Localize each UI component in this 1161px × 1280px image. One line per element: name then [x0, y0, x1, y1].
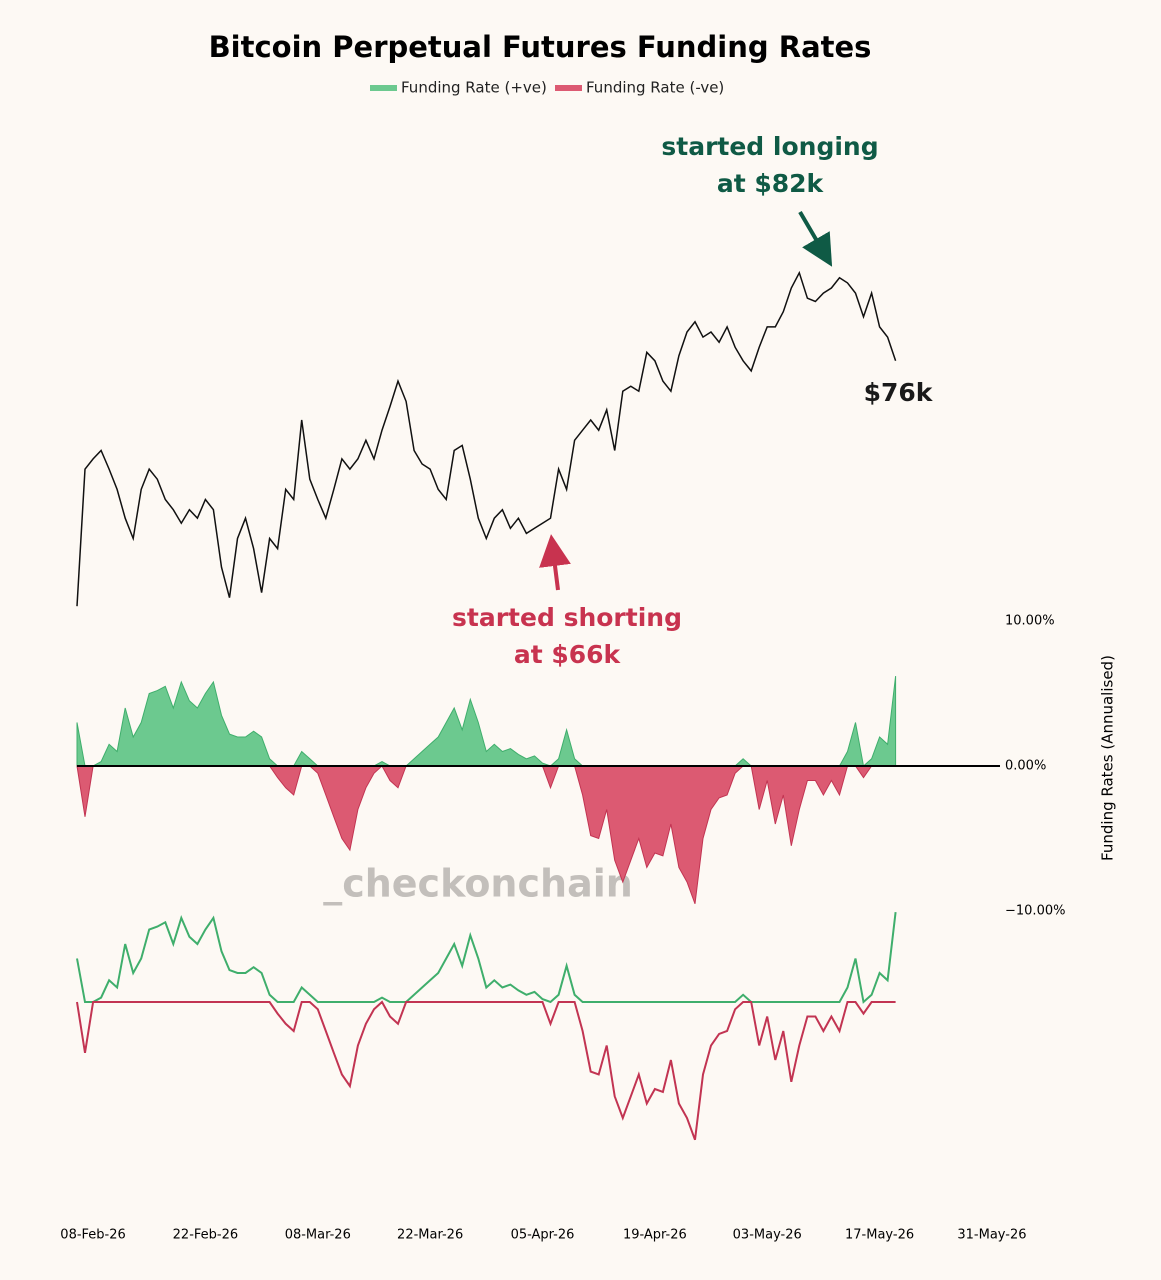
x-tick-label: 08-Mar-26 — [285, 1228, 351, 1243]
y2-tick-label: −10.00% — [1005, 904, 1065, 919]
annotation-arrow — [539, 534, 571, 591]
annotation: started shorting — [452, 603, 682, 632]
price-line — [76, 270, 897, 607]
x-tick-label: 08-Feb-26 — [60, 1228, 125, 1243]
watermark: _checkonchain — [323, 862, 633, 906]
annotation: at $82k — [717, 169, 825, 198]
x-tick-label: 22-Feb-26 — [173, 1228, 238, 1243]
x-tick-label: 19-Apr-26 — [623, 1228, 687, 1243]
x-tick-label: 05-Apr-26 — [511, 1228, 575, 1243]
y2-tick-label: 0.00% — [1005, 759, 1046, 774]
chart-title: Bitcoin Perpetual Futures Funding Rates — [209, 30, 872, 64]
x-tick-label: 17-May-26 — [845, 1228, 914, 1243]
annotation: $76k — [864, 378, 934, 407]
annotation-arrow — [798, 210, 833, 267]
y2-tick-label: 10.00% — [1005, 614, 1055, 629]
x-tick-label: 03-May-26 — [733, 1228, 802, 1243]
legend-label: Funding Rate (-ve) — [586, 79, 724, 97]
annotation: started longing — [661, 132, 878, 161]
legend-label: Funding Rate (+ve) — [401, 79, 547, 97]
funding-line — [76, 1000, 896, 1141]
y2-axis-label: Funding Rates (Annualised) — [1099, 655, 1117, 861]
legend-swatch — [555, 85, 582, 91]
x-tick-label: 22-Mar-26 — [397, 1228, 463, 1243]
annotation: at $66k — [514, 640, 622, 669]
x-tick-label: 31-May-26 — [957, 1228, 1026, 1243]
funding-area — [76, 676, 897, 767]
legend-swatch — [370, 85, 397, 91]
funding-line — [76, 911, 897, 1004]
